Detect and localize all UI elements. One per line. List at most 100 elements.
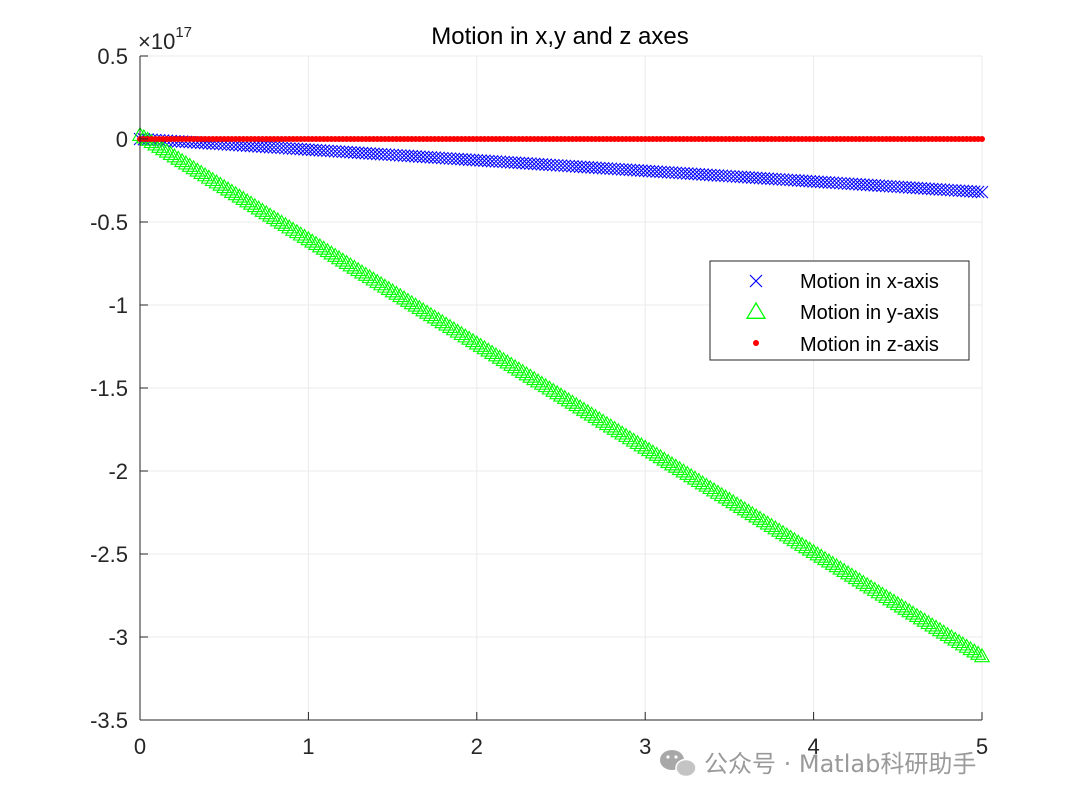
- data-point-y: [346, 259, 363, 274]
- data-point-y: [962, 640, 979, 656]
- data-point-y: [288, 223, 306, 239]
- data-point-y: [403, 294, 420, 310]
- data-point-y: [602, 417, 619, 433]
- watermark-text: 公众号 · Matlab科研助手: [704, 750, 976, 778]
- series-motion-z: [137, 136, 985, 142]
- data-point-y: [556, 389, 573, 405]
- legend-marker-x: [749, 274, 763, 288]
- data-point-y: [686, 470, 704, 485]
- data-point-y: [744, 505, 761, 521]
- data-point-y: [885, 593, 903, 608]
- data-point-y: [231, 188, 248, 203]
- series-motion-x: [133, 132, 989, 199]
- legend-entry-x: Motion in x-axis: [800, 271, 939, 293]
- data-point-y: [258, 204, 275, 220]
- data-point-y: [617, 427, 635, 442]
- data-point-y: [284, 221, 302, 236]
- data-point-y: [503, 356, 520, 371]
- data-point-y: [422, 306, 440, 322]
- data-point-y: [594, 413, 612, 428]
- data-point-y: [204, 171, 221, 187]
- axes: [139, 55, 983, 721]
- data-point-y: [598, 415, 616, 431]
- data-point-y: [242, 195, 260, 210]
- data-point-y: [227, 185, 244, 201]
- data-point-y: [721, 491, 738, 506]
- data-point-y: [633, 436, 650, 452]
- data-point-y: [541, 380, 558, 395]
- data-point-y: [568, 396, 585, 412]
- data-point-y: [438, 316, 455, 331]
- data-point-y: [342, 256, 359, 272]
- y-tick-label: -1.5: [90, 376, 128, 401]
- data-point-y: [292, 226, 309, 241]
- data-point-y: [671, 460, 688, 476]
- data-point-y: [307, 235, 325, 251]
- data-point-y: [173, 152, 191, 168]
- data-point-y: [319, 242, 336, 258]
- data-point-y: [637, 439, 654, 454]
- data-point-z: [979, 136, 985, 142]
- data-point-y: [702, 479, 719, 495]
- data-point-y: [820, 553, 838, 568]
- data-point-y: [537, 377, 554, 393]
- data-point-y: [154, 140, 172, 156]
- data-point-y: [725, 493, 742, 509]
- data-point-y: [755, 512, 772, 528]
- data-point-y: [728, 496, 746, 511]
- data-point-y: [904, 605, 922, 620]
- data-point-y: [629, 434, 646, 450]
- data-point-y: [200, 169, 218, 184]
- data-point-y: [399, 292, 417, 307]
- data-point-y: [587, 408, 604, 423]
- data-point-y: [571, 399, 589, 414]
- data-point-y: [545, 382, 562, 397]
- y-tick-label: 0: [116, 127, 128, 152]
- data-point-y: [216, 178, 233, 194]
- tick-labels: 0 1 2 3 4 5 0.5 0 -0.5 -1 -1.5 -2 -2.5 -3 -3.5: [90, 44, 988, 759]
- data-point-y: [338, 254, 355, 269]
- data-point-y: [610, 422, 627, 438]
- data-point-y: [793, 536, 811, 551]
- data-point-y: [235, 190, 252, 206]
- data-point-y: [330, 249, 348, 265]
- data-point-y: [832, 560, 849, 575]
- y-tick-label: -2.5: [90, 542, 128, 567]
- data-point-y: [656, 451, 673, 466]
- y-tick-label: -1: [108, 293, 128, 318]
- data-point-y: [483, 344, 501, 360]
- data-point-y: [927, 619, 945, 634]
- data-point-y: [843, 567, 861, 582]
- data-point-y: [361, 268, 378, 284]
- data-point-y: [663, 455, 681, 471]
- data-point-y: [499, 354, 516, 369]
- data-point-y: [392, 287, 409, 303]
- data-point-y: [882, 590, 899, 606]
- data-point-y: [901, 602, 918, 618]
- data-point-y: [170, 150, 187, 165]
- data-point-y: [223, 183, 240, 198]
- data-point-y: [239, 192, 256, 208]
- data-point-y: [388, 285, 405, 300]
- data-point-y: [847, 569, 864, 585]
- data-point-y: [449, 323, 466, 338]
- data-point-y: [357, 266, 374, 281]
- data-point-y: [740, 503, 757, 518]
- data-point-y: [418, 304, 436, 319]
- data-point-y: [591, 410, 608, 426]
- data-point-y: [717, 489, 734, 504]
- legend-marker-z: [753, 340, 759, 346]
- data-point-y: [679, 465, 696, 480]
- data-point-y: [461, 330, 478, 345]
- data-point-y: [759, 515, 776, 530]
- data-point-y: [878, 588, 895, 604]
- data-point-y: [415, 301, 432, 317]
- data-point-y: [495, 351, 512, 367]
- data-point-y: [935, 624, 952, 639]
- legend-entry-z: Motion in z-axis: [800, 334, 939, 356]
- data-point-y: [579, 403, 596, 419]
- data-point-y: [912, 609, 929, 625]
- data-point-y: [897, 600, 914, 615]
- data-point-y: [805, 543, 822, 559]
- data-point-y: [369, 273, 386, 288]
